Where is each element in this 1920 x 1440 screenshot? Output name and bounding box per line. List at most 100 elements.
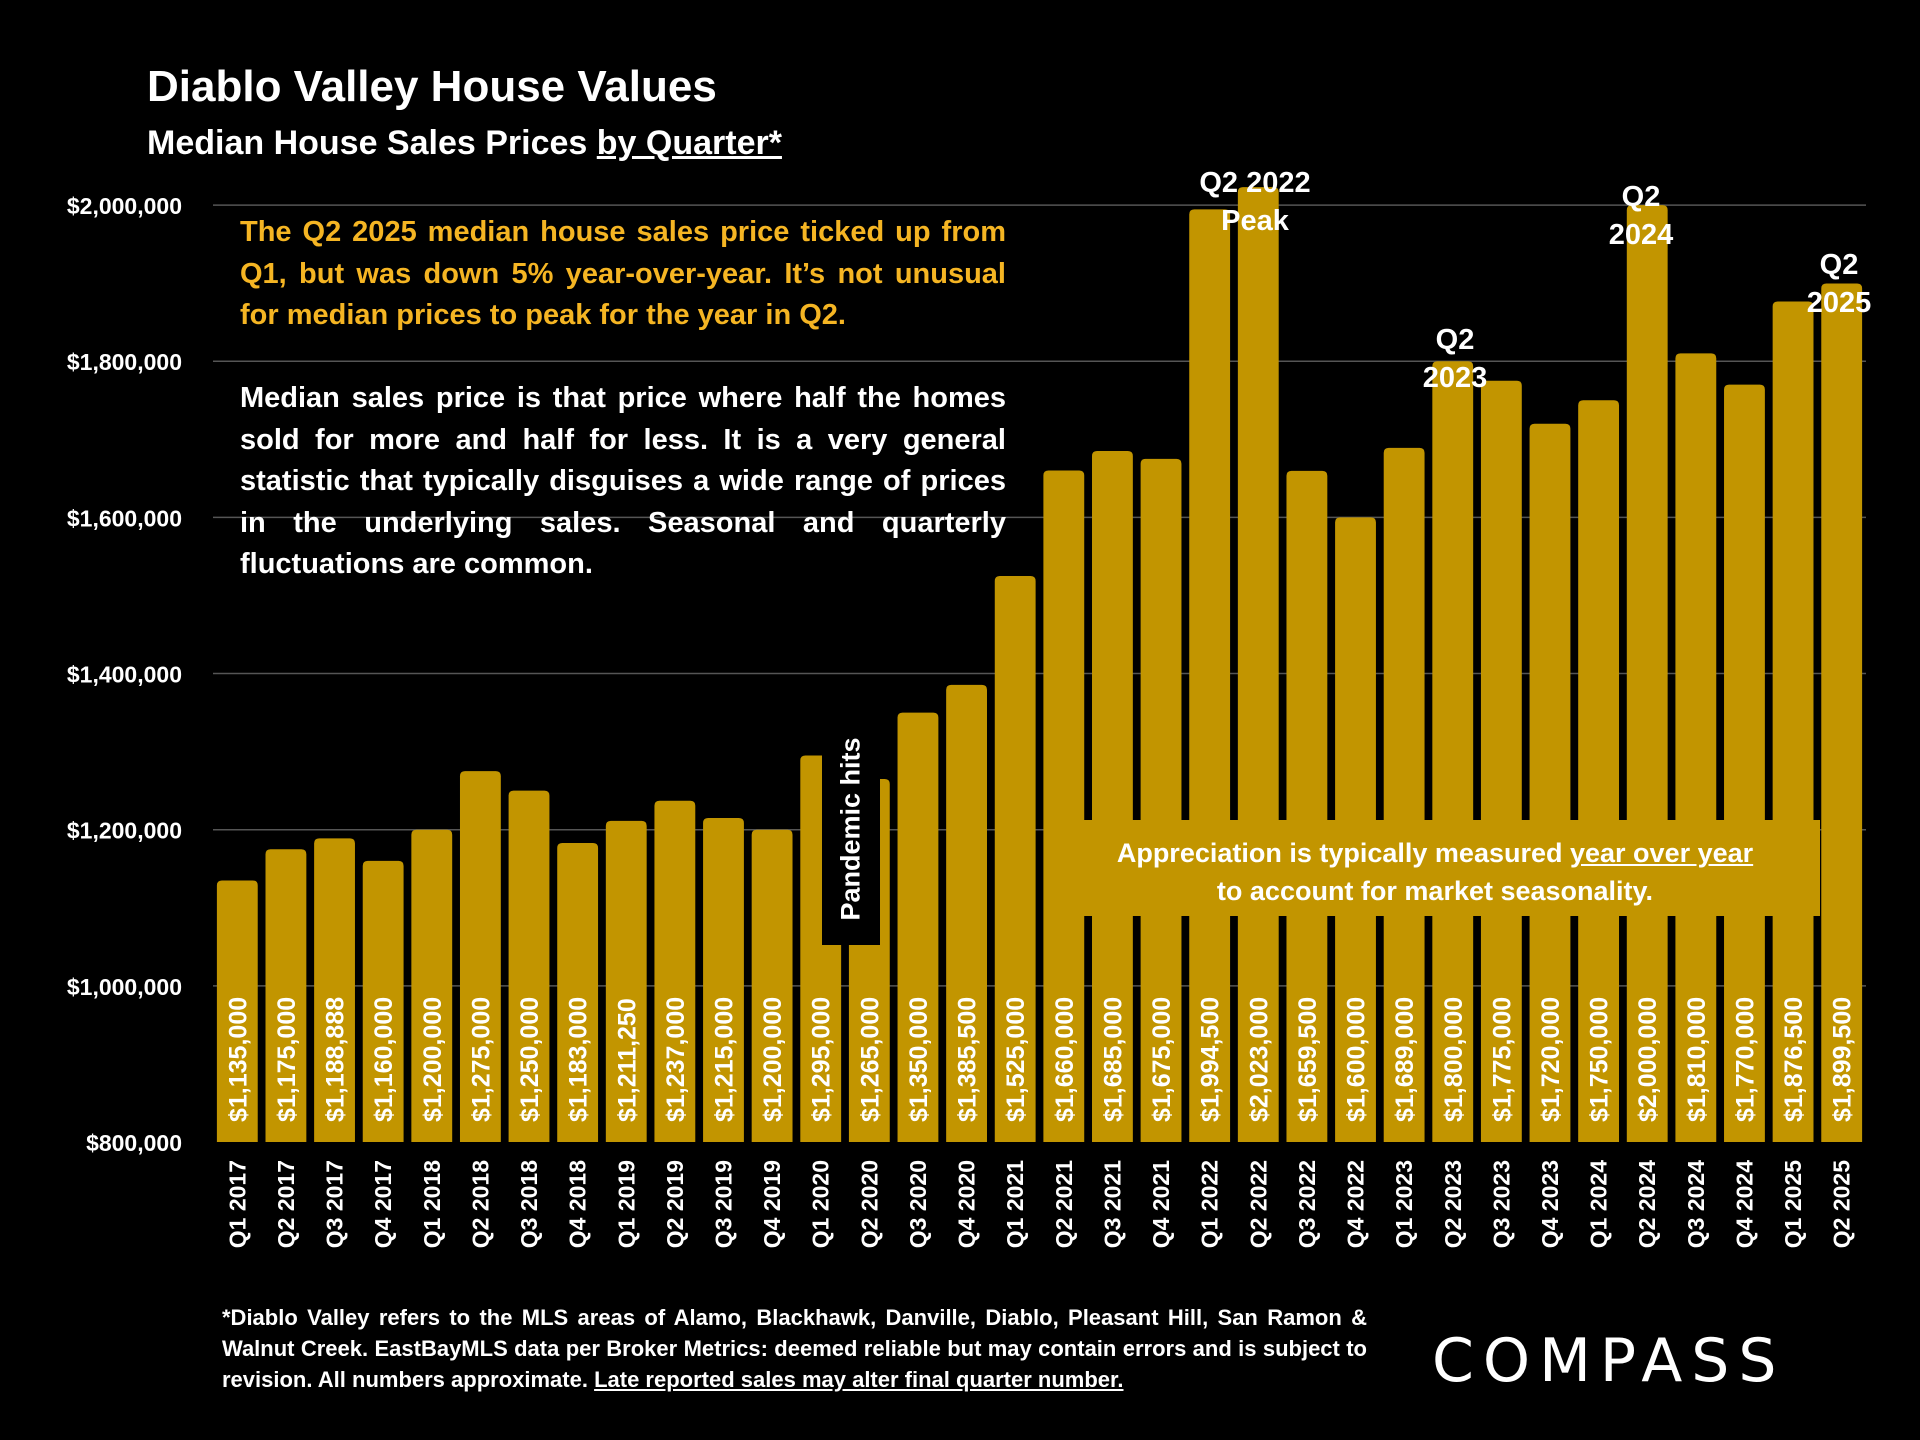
bar-value-label: $1,200,000 bbox=[419, 997, 447, 1122]
bar bbox=[265, 849, 307, 1142]
x-tick-label: Q3 2023 bbox=[1488, 1160, 1514, 1248]
x-tick-label: Q1 2022 bbox=[1197, 1160, 1223, 1248]
bar-value-label: $1,211,250 bbox=[613, 998, 641, 1122]
bar-value-label: $1,525,000 bbox=[1002, 997, 1030, 1122]
bar bbox=[1772, 301, 1814, 1142]
bar bbox=[1043, 470, 1085, 1142]
bar bbox=[654, 800, 696, 1142]
x-tick-label: Q2 2020 bbox=[856, 1160, 882, 1248]
x-tick-label: Q1 2025 bbox=[1780, 1160, 1806, 1248]
x-tick-label: Q2 2019 bbox=[662, 1160, 688, 1248]
x-tick-label: Q2 2024 bbox=[1634, 1160, 1660, 1248]
appreciation-underlined: year over year bbox=[1570, 838, 1754, 868]
x-tick-label: Q1 2017 bbox=[224, 1160, 250, 1248]
x-tick-label: Q2 2023 bbox=[1440, 1160, 1466, 1248]
intro-highlight: The Q2 2025 median house sales price tic… bbox=[240, 216, 1006, 331]
callout-q2-2022-peak: Q2 2022 Peak bbox=[1199, 164, 1310, 240]
bar bbox=[703, 817, 744, 1142]
bar bbox=[605, 820, 647, 1142]
x-tick-label: Q4 2022 bbox=[1343, 1160, 1369, 1248]
bar-value-label: $2,023,000 bbox=[1245, 997, 1273, 1122]
callout-q2-2024: Q2 2024 bbox=[1609, 178, 1674, 254]
y-axis-ticks: $800,000 $1,000,000 $1,200,000 $1,400,000 $1… bbox=[67, 193, 182, 1156]
y-tick-label: $1,000,000 bbox=[67, 974, 182, 1000]
bar bbox=[751, 829, 793, 1142]
bar-value-label: $1,994,500 bbox=[1197, 997, 1225, 1122]
bar-value-label: $1,275,000 bbox=[467, 997, 495, 1122]
footnote: *Diablo Valley refers to the MLS areas o… bbox=[222, 1302, 1367, 1395]
x-tick-label: Q3 2017 bbox=[322, 1160, 348, 1248]
x-tick-label: Q1 2020 bbox=[808, 1160, 834, 1248]
bar bbox=[1140, 458, 1182, 1143]
intro-body: Median sales price is that price where h… bbox=[240, 382, 1006, 580]
x-tick-label: Q2 2025 bbox=[1829, 1160, 1855, 1248]
x-tick-label: Q2 2017 bbox=[273, 1160, 299, 1248]
bar bbox=[1432, 361, 1474, 1142]
x-tick-label: Q1 2024 bbox=[1586, 1160, 1612, 1248]
bar bbox=[1675, 353, 1717, 1142]
bar-value-labels: $1,135,000 $1,175,000 $1,188,888 $1,160,000… bbox=[224, 997, 1856, 1122]
bar bbox=[946, 684, 987, 1142]
bar-value-label: $1,876,500 bbox=[1780, 997, 1808, 1122]
bar-value-label: $1,770,000 bbox=[1731, 997, 1759, 1122]
chart-subtitle: Median House Sales Prices by Quarter* bbox=[147, 124, 782, 163]
y-tick-label: $1,800,000 bbox=[67, 349, 182, 375]
bar-value-label: $1,295,000 bbox=[808, 997, 836, 1122]
bar-value-label: $1,685,000 bbox=[1099, 997, 1127, 1122]
bar-value-label: $1,135,000 bbox=[224, 997, 252, 1122]
x-tick-label: Q4 2018 bbox=[565, 1160, 591, 1248]
callout-line: 2025 bbox=[1806, 287, 1872, 319]
bar-value-label: $2,000,000 bbox=[1634, 997, 1662, 1122]
bar-value-label: $1,200,000 bbox=[759, 997, 787, 1122]
x-tick-label: Q4 2019 bbox=[759, 1160, 785, 1248]
bar-value-label: $1,800,000 bbox=[1440, 997, 1468, 1122]
bar bbox=[897, 712, 939, 1142]
bar bbox=[314, 838, 355, 1142]
x-tick-label: Q3 2021 bbox=[1099, 1160, 1125, 1248]
x-axis-ticks: Q1 2017 Q2 2017 Q3 2017 Q4 2017 Q1 2018 Q2 20… bbox=[224, 1160, 1854, 1248]
x-tick-label: Q1 2018 bbox=[419, 1160, 445, 1248]
bar-value-label: $1,775,000 bbox=[1488, 997, 1516, 1122]
x-tick-label: Q4 2020 bbox=[954, 1160, 980, 1248]
x-tick-label: Q4 2023 bbox=[1537, 1160, 1563, 1248]
footnote-underlined: Late reported sales may alter final quar… bbox=[594, 1367, 1124, 1392]
callout-line: Q2 bbox=[1621, 181, 1661, 213]
bar-value-label: $1,689,000 bbox=[1391, 997, 1419, 1122]
x-tick-label: Q3 2020 bbox=[905, 1160, 931, 1248]
x-tick-label: Q3 2024 bbox=[1683, 1160, 1709, 1248]
bar-value-label: $1,899,500 bbox=[1829, 997, 1857, 1122]
bar-value-label: $1,175,000 bbox=[273, 997, 301, 1122]
callout-q2-2023: Q2 2023 bbox=[1423, 321, 1488, 397]
x-tick-label: Q2 2018 bbox=[467, 1160, 493, 1248]
bar-value-label: $1,160,000 bbox=[370, 997, 398, 1122]
x-tick-label: Q4 2021 bbox=[1148, 1160, 1174, 1248]
pandemic-label-box bbox=[822, 713, 880, 945]
compass-logo: COMPASS bbox=[1432, 1326, 1786, 1396]
bar bbox=[994, 575, 1036, 1142]
callout-line: Q2 bbox=[1435, 324, 1475, 356]
footnote-text: *Diablo Valley refers to the MLS areas o… bbox=[222, 1305, 1367, 1392]
bar-value-label: $1,810,000 bbox=[1683, 997, 1711, 1122]
x-tick-label: Q2 2022 bbox=[1245, 1160, 1271, 1248]
bar bbox=[557, 842, 599, 1142]
x-tick-label: Q1 2021 bbox=[1002, 1160, 1028, 1248]
callout-line: Q2 2022 bbox=[1199, 167, 1311, 199]
bar-value-label: $1,750,000 bbox=[1586, 997, 1614, 1122]
x-tick-label: Q3 2019 bbox=[710, 1160, 736, 1248]
callout-line: Peak bbox=[1221, 205, 1289, 237]
bar-value-label: $1,660,000 bbox=[1051, 997, 1079, 1122]
bar bbox=[1480, 380, 1522, 1142]
bar-value-label: $1,600,000 bbox=[1343, 997, 1371, 1122]
bar bbox=[1286, 470, 1328, 1142]
bar bbox=[411, 829, 453, 1142]
pandemic-annotation: Pandemic hits bbox=[835, 737, 866, 921]
bar-value-label: $1,265,000 bbox=[856, 997, 884, 1122]
bar-value-label: $1,183,000 bbox=[565, 997, 593, 1122]
bar-value-label: $1,720,000 bbox=[1537, 997, 1565, 1122]
x-tick-label: Q3 2022 bbox=[1294, 1160, 1320, 1248]
subtitle-underlined: by Quarter* bbox=[596, 124, 782, 162]
bar bbox=[362, 860, 404, 1142]
bar-value-label: $1,237,000 bbox=[662, 997, 690, 1122]
bar-value-label: $1,385,500 bbox=[954, 997, 982, 1122]
